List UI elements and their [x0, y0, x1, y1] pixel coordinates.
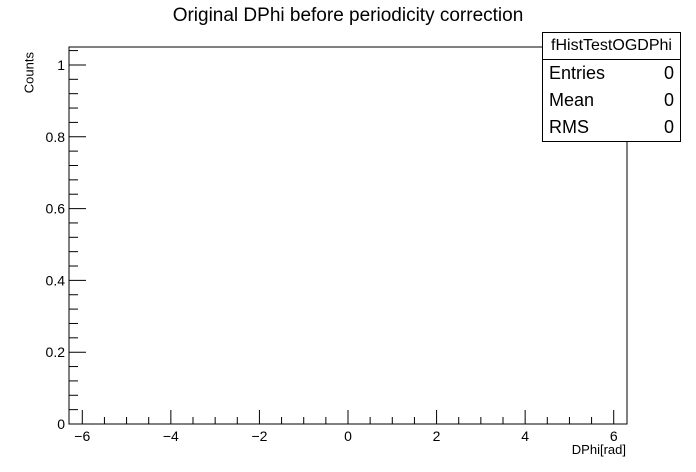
stats-box: fHistTestOGDPhi Entries 0 Mean 0 RMS 0 — [542, 32, 681, 142]
y-axis-ticks: 0 0.2 0.4 0.6 0.8 1 — [46, 50, 86, 432]
stats-label: Entries — [549, 63, 606, 83]
y-tick-label: 0.2 — [46, 344, 66, 360]
x-tick-label: 2 — [433, 428, 441, 444]
x-axis-ticks: −6 −4 −2 0 2 4 6 — [74, 410, 618, 444]
x-tick-label: 6 — [610, 428, 618, 444]
stats-value: 0 — [663, 117, 674, 137]
y-tick-label: 1 — [57, 57, 65, 73]
stats-value: 0 — [663, 90, 674, 110]
x-tick-label: −6 — [74, 428, 90, 444]
x-tick-label: 4 — [521, 428, 529, 444]
stats-value: 0 — [663, 63, 674, 83]
stats-label: RMS — [549, 117, 589, 137]
stats-label: Mean — [549, 90, 595, 110]
x-axis-label: DPhi[rad] — [571, 442, 626, 457]
y-tick-label: 0.6 — [46, 201, 66, 217]
chart-title: Original DPhi before periodicity correct… — [172, 5, 524, 26]
y-tick-label: 0.4 — [46, 272, 66, 288]
stats-box-title: fHistTestOGDPhi — [543, 33, 680, 60]
stats-row-mean: Mean 0 — [543, 87, 680, 114]
x-tick-label: 0 — [344, 428, 352, 444]
y-tick-label: 0 — [57, 416, 65, 432]
y-tick-label: 0.8 — [46, 129, 66, 145]
x-tick-label: −2 — [251, 428, 267, 444]
x-tick-label: −4 — [163, 428, 179, 444]
stats-row-rms: RMS 0 — [543, 114, 680, 141]
stats-row-entries: Entries 0 — [543, 60, 680, 87]
